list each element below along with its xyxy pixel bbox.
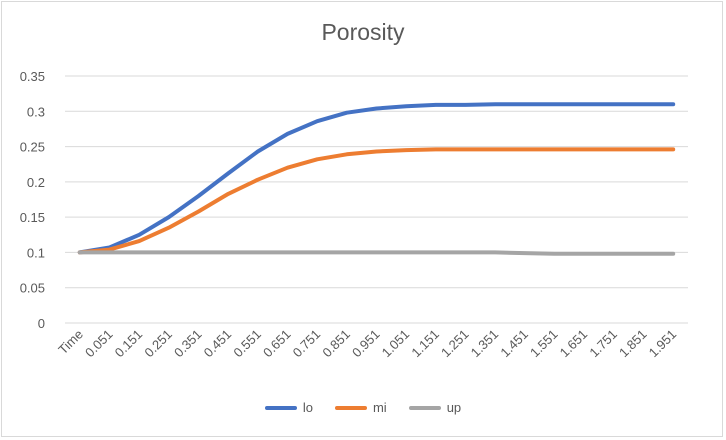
x-tick-label: 1.351 (468, 327, 502, 361)
series-line-mi (77, 147, 676, 255)
legend-label: mi (372, 400, 387, 415)
x-tick-label: 1.651 (557, 327, 591, 361)
x-tick-label: 1.951 (646, 327, 680, 361)
x-tick-label: Time (55, 327, 86, 358)
y-tick-label: 0 (38, 316, 45, 331)
legend-item-lo: lo (264, 400, 313, 415)
x-tick-label: 0.451 (201, 327, 235, 361)
x-tick-label: 1.551 (527, 327, 561, 361)
y-tick-label: 0.05 (20, 281, 45, 296)
legend-item-mi: mi (334, 400, 387, 415)
y-tick-label: 0.25 (20, 140, 45, 155)
x-tick-label: 1.451 (497, 327, 531, 361)
y-tick-label: 0.2 (27, 175, 45, 190)
y-tick-label: 0.35 (20, 69, 45, 84)
legend: lo mi up (0, 400, 726, 415)
series-line-up (77, 250, 676, 256)
x-tick-label: 1.051 (379, 327, 413, 361)
x-tick-label: 1.151 (408, 327, 442, 361)
legend-swatch (334, 405, 367, 410)
y-tick-label: 0.15 (20, 210, 45, 225)
x-tick-label: 1.251 (438, 327, 472, 361)
x-tick-label: 0.551 (230, 327, 264, 361)
x-tick-label: 1.851 (616, 327, 650, 361)
y-tick-label: 0.1 (27, 245, 45, 260)
legend-swatch (264, 405, 297, 410)
x-tick-label: 1.751 (586, 327, 620, 361)
x-tick-label: 0.151 (112, 327, 146, 361)
series-line-lo (77, 102, 676, 255)
x-tick-label: 0.951 (349, 327, 383, 361)
legend-label: up (446, 400, 462, 415)
legend-item-up: up (408, 400, 462, 415)
x-tick-label: 0.751 (290, 327, 324, 361)
x-tick-label: 0.051 (82, 327, 116, 361)
legend-label: lo (302, 400, 313, 415)
legend-swatch (408, 405, 441, 410)
x-tick-label: 0.251 (141, 327, 175, 361)
x-tick-label: 0.851 (319, 327, 353, 361)
chart-title: Porosity (321, 19, 405, 45)
x-tick-label: 0.651 (260, 327, 294, 361)
x-tick-label: 0.351 (171, 327, 205, 361)
y-tick-label: 0.3 (27, 104, 45, 119)
